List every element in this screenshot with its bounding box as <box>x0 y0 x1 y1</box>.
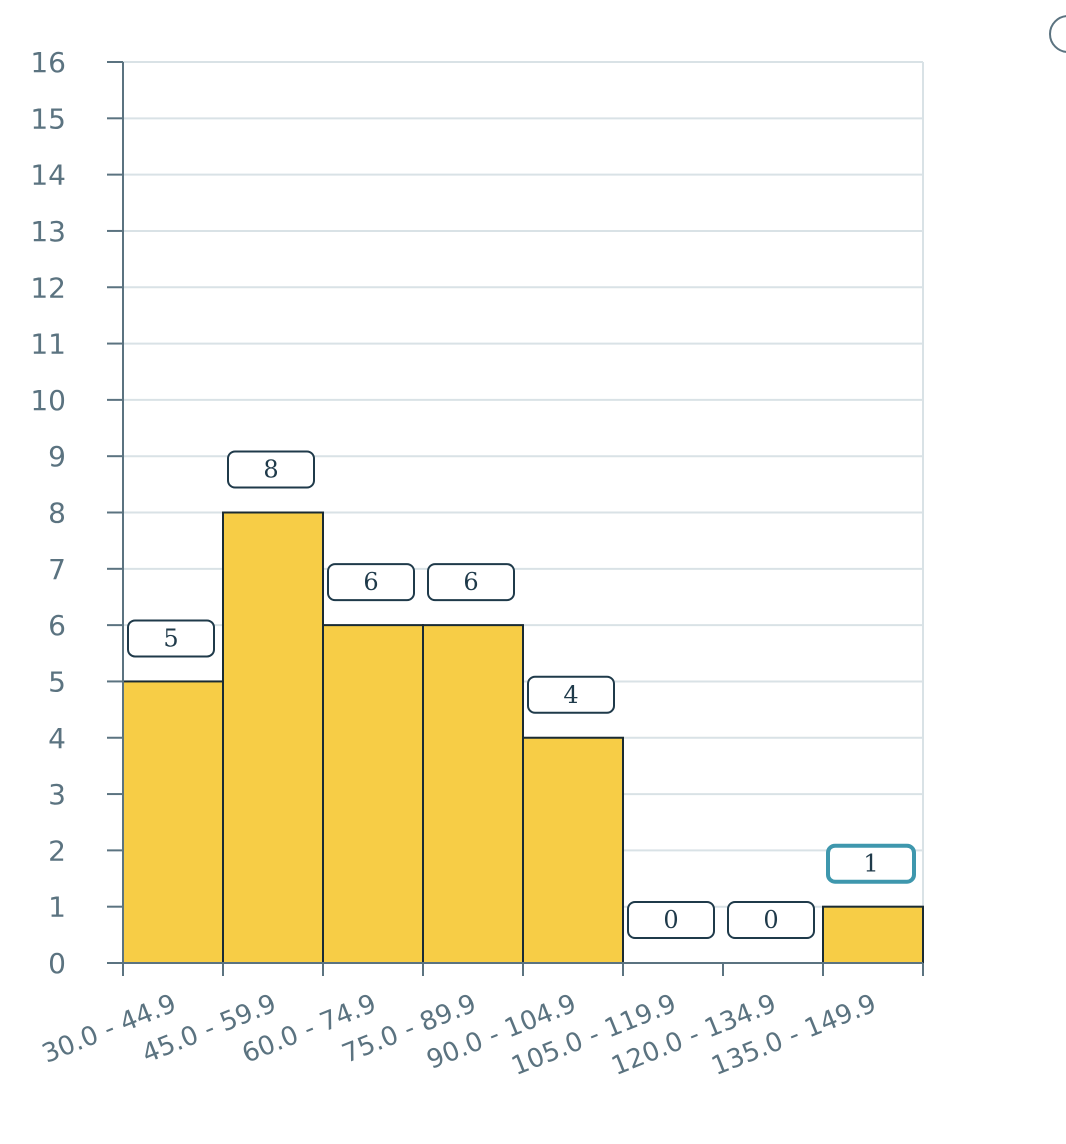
edge-circle-icon[interactable] <box>1049 15 1066 53</box>
data-label-box-2 <box>327 563 415 602</box>
y-tick-label-6: 6 <box>48 609 66 642</box>
data-label-text-0: 5 <box>163 624 178 652</box>
data-label-box-5 <box>627 901 715 939</box>
axes <box>107 61 924 976</box>
bar-4 <box>522 736 624 964</box>
decoration <box>1049 15 1066 53</box>
y-tick-label-8: 8 <box>48 497 66 530</box>
y-tick-label-4: 4 <box>48 722 66 755</box>
data-label-text-1: 8 <box>263 456 278 484</box>
data-label-box-0 <box>127 619 215 658</box>
data-label-box-7 <box>826 843 916 884</box>
y-tick-label-0: 0 <box>48 947 66 980</box>
data-label-1: 8 <box>227 450 315 489</box>
x-tick-labels: 30.0 - 44.945.0 - 59.960.0 - 74.975.0 - … <box>38 989 881 1082</box>
data-label-7: 1 <box>826 843 916 884</box>
data-label-text-5: 0 <box>663 906 678 934</box>
bar-7 <box>822 905 924 964</box>
y-tick-label-11: 11 <box>30 328 66 361</box>
y-tick-label-1: 1 <box>48 891 66 924</box>
y-tick-label-9: 9 <box>48 440 66 473</box>
bar-2 <box>322 624 424 964</box>
data-label-5: 0 <box>627 901 715 939</box>
bars <box>122 511 924 964</box>
data-label-text-7: 1 <box>863 850 878 878</box>
data-label-text-4: 4 <box>563 681 578 709</box>
data-label-box-6 <box>727 901 815 939</box>
y-tick-label-3: 3 <box>48 778 66 811</box>
data-label-text-2: 6 <box>363 568 378 596</box>
data-label-4: 4 <box>527 675 615 714</box>
data-label-text-3: 6 <box>463 568 478 596</box>
data-label-box-3 <box>427 563 515 602</box>
data-labels: 5 8 6 6 4 0 0 1 <box>127 450 916 939</box>
data-label-0: 5 <box>127 619 215 658</box>
y-tick-label-15: 15 <box>30 102 66 135</box>
y-tick-label-10: 10 <box>30 384 66 417</box>
bar-0 <box>122 680 224 964</box>
data-label-3: 6 <box>427 563 515 602</box>
y-tick-label-13: 13 <box>30 215 66 248</box>
bar-1 <box>222 511 324 964</box>
bar-3 <box>422 624 524 964</box>
data-label-box-4 <box>527 675 615 714</box>
data-label-2: 6 <box>327 563 415 602</box>
y-tick-label-7: 7 <box>48 553 66 586</box>
y-tick-label-16: 16 <box>30 46 66 79</box>
data-label-box-1 <box>227 450 315 489</box>
data-label-text-6: 0 <box>763 906 778 934</box>
y-tick-label-12: 12 <box>30 271 66 304</box>
data-label-6: 0 <box>727 901 815 939</box>
y-tick-label-2: 2 <box>48 834 66 867</box>
y-tick-label-14: 14 <box>30 159 66 192</box>
y-tick-label-5: 5 <box>48 665 66 698</box>
